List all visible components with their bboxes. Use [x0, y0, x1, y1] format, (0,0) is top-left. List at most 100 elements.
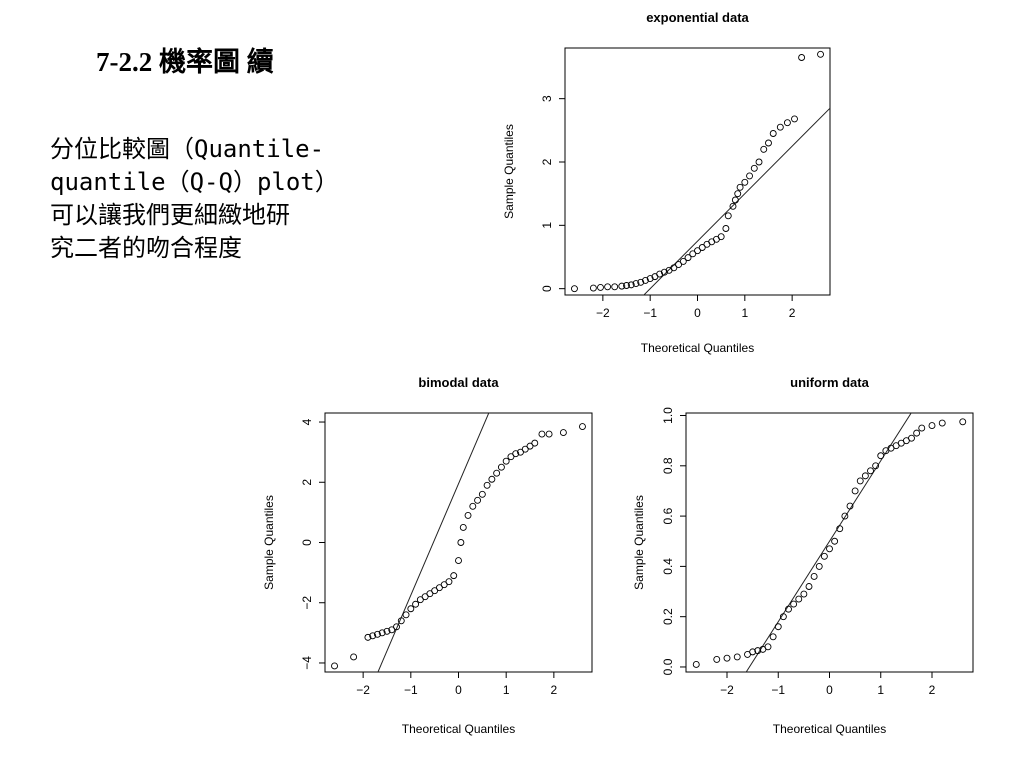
- data-point: [378, 629, 386, 637]
- body-line: 究二者的吻合程度: [50, 234, 242, 262]
- plot-frame: [564, 47, 831, 296]
- data-point: [637, 278, 645, 286]
- y-tick-label: 2: [540, 158, 554, 165]
- y-tick-label: 0.2: [661, 608, 675, 625]
- data-point: [783, 119, 791, 127]
- data-point: [445, 578, 453, 586]
- data-point: [776, 123, 784, 131]
- data-point: [579, 423, 586, 431]
- y-tick-label: 0: [540, 285, 554, 292]
- plot-frame: [324, 412, 593, 673]
- data-point: [820, 552, 828, 560]
- data-point: [769, 130, 777, 137]
- data-point: [729, 202, 737, 210]
- chart-title: exponential data: [646, 10, 749, 25]
- data-point: [521, 445, 529, 453]
- data-point: [836, 525, 844, 533]
- y-tick-label: 2: [300, 479, 314, 486]
- data-point: [373, 630, 381, 638]
- x-axis-label: Theoretical Quantiles: [402, 722, 515, 736]
- data-point: [908, 434, 915, 442]
- data-point: [488, 475, 496, 483]
- x-tick-label: 2: [551, 683, 558, 697]
- data-point: [795, 595, 803, 603]
- data-point: [741, 178, 749, 186]
- data-point: [517, 448, 524, 456]
- data-point: [331, 662, 338, 670]
- data-point: [805, 583, 813, 590]
- data-point: [416, 596, 424, 604]
- data-point: [938, 419, 946, 427]
- x-tick-label: −2: [596, 306, 610, 320]
- data-point: [684, 254, 692, 262]
- data-point: [459, 523, 467, 531]
- data-point: [815, 562, 823, 570]
- y-tick-label: 3: [540, 95, 554, 102]
- data-point: [670, 264, 678, 272]
- data-point: [388, 626, 396, 634]
- body-line: 可以讓我們更細緻地研: [50, 201, 290, 229]
- data-point: [604, 283, 612, 291]
- x-tick-label: −1: [771, 683, 785, 697]
- y-tick-label: 0.6: [661, 507, 675, 524]
- data-point: [769, 633, 777, 641]
- data-point: [493, 469, 501, 477]
- data-point: [765, 139, 772, 147]
- data-point: [497, 463, 505, 471]
- data-point: [746, 172, 754, 180]
- data-point: [755, 158, 763, 166]
- data-point: [800, 590, 808, 598]
- data-point: [383, 627, 391, 635]
- qq-reference-line: [745, 413, 912, 672]
- y-tick-label: 4: [300, 418, 314, 425]
- data-point: [841, 512, 849, 520]
- data-point: [369, 632, 377, 640]
- data-point: [724, 212, 732, 220]
- data-point: [412, 600, 420, 608]
- data-point: [679, 257, 687, 265]
- data-point: [656, 270, 664, 278]
- data-point: [694, 247, 701, 255]
- data-point: [507, 453, 515, 461]
- data-point: [913, 429, 921, 437]
- data-point: [713, 655, 721, 663]
- data-point: [764, 643, 772, 651]
- data-point: [754, 647, 762, 655]
- data-point: [846, 502, 854, 510]
- data-point: [545, 430, 553, 438]
- data-point: [774, 623, 782, 631]
- data-point: [717, 233, 725, 241]
- qq-reference-line: [377, 413, 490, 672]
- y-axis-label: Sample Quantiles: [632, 495, 646, 590]
- data-point: [618, 282, 626, 290]
- y-axis-label: Sample Quantiles: [262, 495, 276, 590]
- data-point: [397, 617, 405, 625]
- data-point: [450, 572, 458, 580]
- data-point: [597, 283, 604, 291]
- data-point: [646, 275, 654, 282]
- y-tick-label: 0: [300, 539, 314, 546]
- x-tick-label: −1: [404, 683, 418, 697]
- data-point: [350, 653, 358, 661]
- data-point: [435, 584, 443, 592]
- data-point: [918, 424, 926, 432]
- data-point: [421, 593, 429, 601]
- x-tick-label: −2: [356, 683, 370, 697]
- data-point: [402, 611, 410, 619]
- data-point: [531, 439, 539, 447]
- data-point: [457, 539, 465, 546]
- data-point: [526, 442, 534, 450]
- data-point: [723, 654, 731, 662]
- x-tick-label: 0: [455, 683, 462, 697]
- y-tick-label: 0.8: [661, 457, 675, 474]
- data-point: [689, 250, 697, 258]
- chart-title: uniform data: [790, 375, 869, 390]
- qq-reference-line: [643, 107, 830, 295]
- data-point: [817, 50, 824, 58]
- data-point: [660, 268, 668, 276]
- qq-plot-exponential: exponential data −2 −1 0 1 2 0 1 2 3 Theoretical Q…: [502, 10, 831, 355]
- x-tick-label: −2: [720, 683, 734, 697]
- x-tick-label: −1: [643, 306, 657, 320]
- data-point: [722, 225, 730, 232]
- data-point: [785, 605, 792, 613]
